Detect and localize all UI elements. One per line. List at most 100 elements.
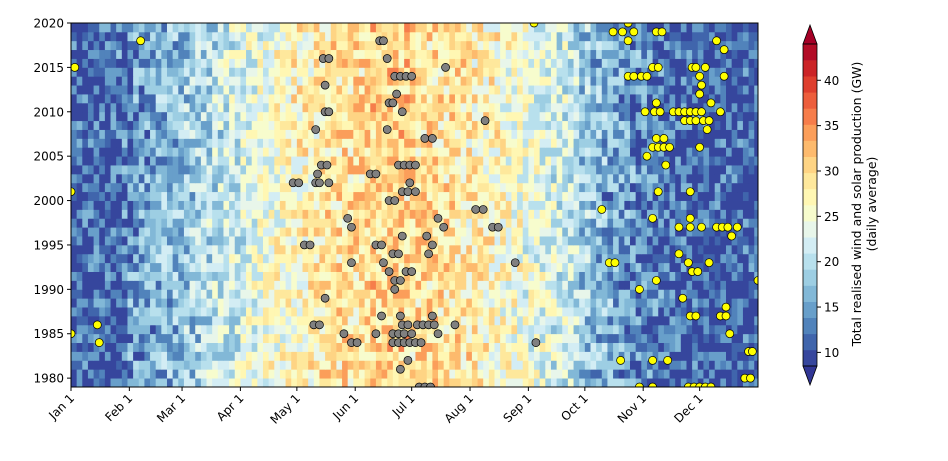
heatmap-cell [646,262,653,272]
heatmap-cell [454,333,462,344]
heatmap-cell [511,165,518,175]
heatmap-cell [330,67,337,77]
heatmap-cell [517,227,524,237]
heatmap-cell [183,111,190,122]
heatmap-cell [251,40,258,51]
heatmap-cell [82,253,89,264]
heatmap-cell [246,191,253,201]
heatmap-cell [398,360,405,370]
heatmap-cell [262,111,270,122]
heatmap-cell [550,378,558,387]
heatmap-cell [714,138,721,148]
heatmap-cell [133,138,140,148]
heatmap-cell [172,102,179,113]
heatmap-cell [144,200,151,210]
heatmap-cell [635,111,642,122]
heatmap-cell [178,315,185,326]
heatmap-cell [449,244,456,255]
heatmap-cell [590,102,597,113]
heatmap-cell [387,120,394,130]
heatmap-cell [483,369,490,379]
heatmap-cell [426,76,433,86]
heatmap-cell [488,307,495,317]
heatmap-cell [178,271,185,281]
heatmap-cell [562,324,569,335]
heatmap-cell [630,147,637,157]
heatmap-cell [754,351,758,361]
heatmap-cell [517,200,524,210]
heatmap-cell [404,369,411,379]
heatmap-cell [200,342,207,352]
heatmap-cell [246,271,253,281]
heatmap-cell [347,85,354,95]
heatmap-cell [483,333,490,344]
heatmap-cell [460,173,467,184]
heatmap-cell [268,85,275,95]
heatmap-cell [342,244,349,255]
heatmap-cell [251,236,258,246]
heatmap-cell [663,94,670,104]
heatmap-cell [150,262,157,272]
heatmap-cell [618,182,625,193]
heatmap-cell [494,31,501,42]
heatmap-cell [550,218,558,228]
heatmap-cell [76,315,83,326]
heatmap-cell [404,253,411,264]
heatmap-cell [178,58,185,68]
heatmap-cell [483,236,490,246]
heatmap-cell [127,271,134,281]
heatmap-cell [398,31,405,42]
heatmap-cell [353,67,360,77]
heatmap-cell [477,49,484,59]
heatmap-cell [155,271,162,281]
heatmap-cell [494,298,501,308]
heatmap-cell [155,369,162,379]
heatmap-cell [517,182,524,193]
heatmap-cell [370,49,377,59]
heatmap-cell [590,360,597,370]
heatmap-cell [641,67,648,77]
heatmap-cell [517,262,524,272]
heatmap-cell [584,262,591,272]
heatmap-cell [460,262,467,272]
heatmap-cell [240,333,247,344]
heatmap-cell [240,85,247,95]
heatmap-cell [308,165,315,175]
heatmap-cell [319,94,326,104]
heatmap-cell [511,324,518,335]
heatmap-cell [325,156,332,166]
heatmap-cell [421,324,428,335]
heatmap-cell [302,324,309,335]
heatmap-cell [466,262,473,272]
heatmap-cell [296,85,303,95]
heatmap-cell [183,31,190,42]
heatmap-cell [200,147,207,157]
heatmap-cell [370,378,377,387]
heatmap-cell [364,218,371,228]
heatmap-cell [358,369,366,379]
heatmap-cell [731,378,738,387]
heatmap-cell [590,253,597,264]
heatmap-cell [166,244,174,255]
heatmap-cell [150,156,157,166]
heatmap-cell [415,271,422,281]
heatmap-cell [206,271,213,281]
heatmap-cell [584,49,591,59]
heatmap-cell [635,67,642,77]
heatmap-cell [567,280,574,290]
heatmap-cell [291,58,298,68]
heatmap-cell [296,76,303,86]
heatmap-cell [534,307,541,317]
heatmap-cell [714,342,721,352]
heatmap-cell [680,156,687,166]
heatmap-cell [500,120,507,130]
heatmap-cell [93,342,100,352]
heatmap-cell [562,280,569,290]
heatmap-cell [268,307,275,317]
heatmap-cell [748,378,755,387]
heatmap-cell [358,324,366,335]
heatmap-cell [404,138,411,148]
heatmap-cell [347,111,354,122]
heatmap-cell [539,236,546,246]
heatmap-cell [534,156,541,166]
